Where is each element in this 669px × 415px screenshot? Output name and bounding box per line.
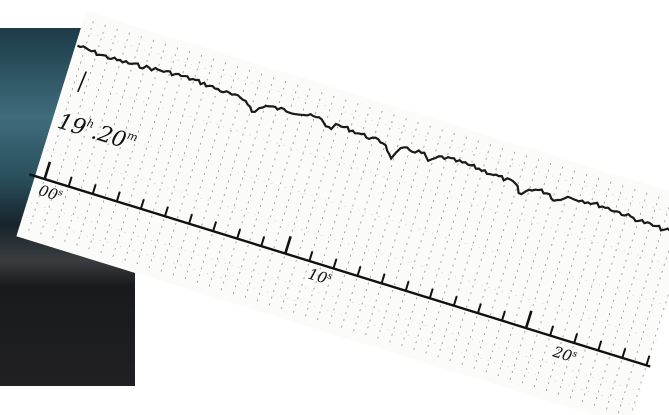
page: 19h.20m 00s10s20s (() => { const data = … — [0, 0, 669, 415]
scene: 19h.20m 00s10s20s — [0, 0, 669, 415]
